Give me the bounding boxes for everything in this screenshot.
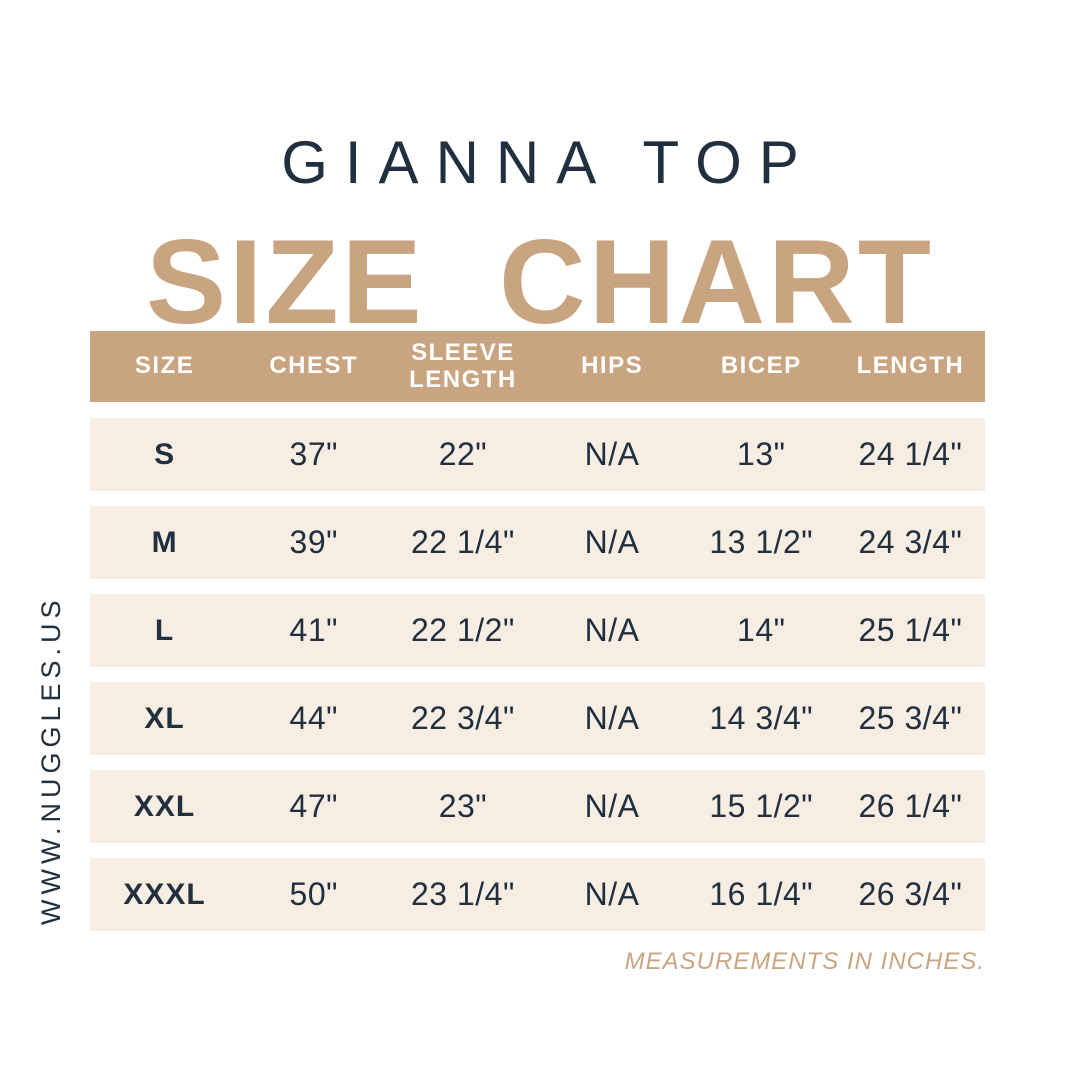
length-cell: 25 1/4" xyxy=(858,612,963,648)
column-header-length: LENGTH xyxy=(856,352,965,380)
website-url: WWW.NUGGLES.US xyxy=(36,595,66,925)
sleeve-length-cell: 23 1/4" xyxy=(411,876,515,912)
hips-cell: N/A xyxy=(584,436,640,472)
size-cell: XXXL xyxy=(123,877,206,911)
sleeve-length-cell: 23" xyxy=(438,788,488,824)
chest-cell: 37" xyxy=(289,436,338,472)
chest-cell: 39" xyxy=(289,524,338,560)
length-cell: 26 3/4" xyxy=(858,876,963,912)
size-cell: M xyxy=(151,525,178,559)
hips-cell: N/A xyxy=(584,788,640,824)
table-row: XXL 47" 23" N/A 15 1/2" 26 1/4" xyxy=(90,770,985,843)
measurements-note: MEASUREMENTS IN INCHES. xyxy=(624,948,985,975)
length-cell: 26 1/4" xyxy=(858,788,963,824)
chest-cell: 47" xyxy=(289,788,338,824)
size-cell: S xyxy=(154,437,176,471)
bicep-cell: 15 1/2" xyxy=(709,788,814,824)
bicep-cell: 14 3/4" xyxy=(709,700,814,736)
bicep-cell: 13" xyxy=(737,436,786,472)
sleeve-length-cell: 22 1/2" xyxy=(411,612,515,648)
bicep-cell: 14" xyxy=(737,612,786,648)
table-row: XXXL 50" 23 1/4" N/A 16 1/4" 26 3/4" xyxy=(90,858,985,931)
sleeve-length-cell: 22" xyxy=(438,436,488,472)
hips-cell: N/A xyxy=(584,876,640,912)
size-table: SIZE CHEST SLEEVE LENGTH HIPS BICEP LENG… xyxy=(90,331,985,946)
hips-cell: N/A xyxy=(584,524,640,560)
table-row: S 37" 22" N/A 13" 24 1/4" xyxy=(90,418,985,491)
sleeve-length-cell: 22 3/4" xyxy=(411,700,515,736)
size-table-header-row: SIZE CHEST SLEEVE LENGTH HIPS BICEP LENG… xyxy=(90,331,985,402)
bicep-cell: 13 1/2" xyxy=(709,524,814,560)
hips-cell: N/A xyxy=(584,612,640,648)
bicep-cell: 16 1/4" xyxy=(709,876,814,912)
size-cell: XL xyxy=(144,701,185,735)
length-cell: 25 3/4" xyxy=(858,700,963,736)
length-cell: 24 1/4" xyxy=(858,436,963,472)
length-cell: 24 3/4" xyxy=(858,524,963,560)
table-row: L 41" 22 1/2" N/A 14" 25 1/4" xyxy=(90,594,985,667)
table-row: M 39" 22 1/4" N/A 13 1/2" 24 3/4" xyxy=(90,506,985,579)
column-header-sleeve-length: SLEEVE LENGTH xyxy=(409,339,517,393)
column-header-chest: CHEST xyxy=(269,352,359,380)
chest-cell: 50" xyxy=(289,876,338,912)
chest-cell: 44" xyxy=(289,700,338,736)
hips-cell: N/A xyxy=(584,700,640,736)
size-cell: XXL xyxy=(133,789,196,823)
sleeve-length-cell: 22 1/4" xyxy=(411,524,515,560)
size-chart-heading: SIZE CHART xyxy=(146,215,934,349)
size-cell: L xyxy=(154,613,175,647)
table-row: XL 44" 22 3/4" N/A 14 3/4" 25 3/4" xyxy=(90,682,985,755)
column-header-hips: HIPS xyxy=(581,352,644,380)
size-table-body: S 37" 22" N/A 13" 24 1/4" M 39" 22 1/4" … xyxy=(90,418,985,931)
column-header-bicep: BICEP xyxy=(720,352,802,380)
product-title: GIANNA TOP xyxy=(281,129,816,196)
column-header-size: SIZE xyxy=(134,352,195,380)
chest-cell: 41" xyxy=(289,612,338,648)
